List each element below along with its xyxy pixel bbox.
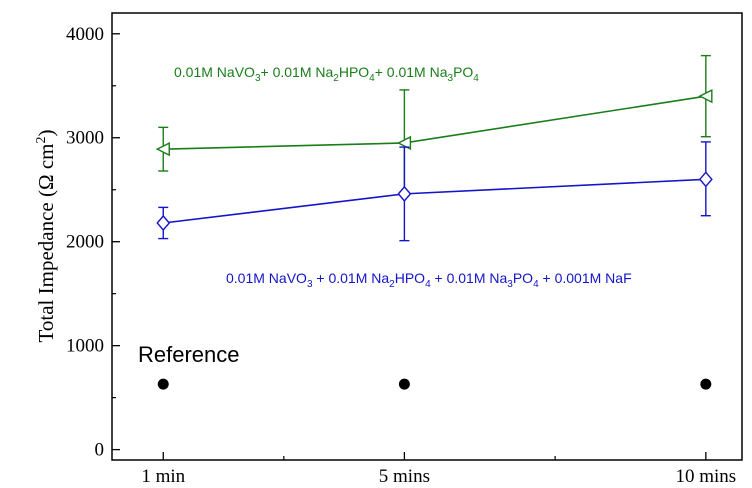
y-tick-label: 3000 [66,128,104,149]
green-point [155,142,170,157]
label-text: 0.01M NaVO [226,270,307,286]
label-text: PO [453,64,473,80]
series-group [155,54,713,390]
label-subscript: 4 [369,73,375,84]
x-ticks: 1 min 5 mins 10 mins [141,452,736,487]
y-tick-label: 4000 [66,24,104,45]
label-subscript: 2 [389,279,395,290]
y-tick-label: 1000 [66,336,104,357]
reference-series-label: Reference [138,342,240,367]
label-text: HPO [339,64,369,80]
label-subscript: 3 [307,279,313,290]
label-subscript: 4 [425,279,431,290]
green-point [396,135,412,151]
y-axis-title-main: Total Impedance (Ω cm [34,144,58,343]
y-axis-title-superscript: 2 [34,137,49,144]
axes [111,12,743,461]
reference-point [157,378,169,390]
label-text: + 0.01M Na [261,64,334,80]
x-tick-label: 1 min [141,466,185,487]
x-tick-label: 5 mins [379,466,430,487]
blue-point [156,214,171,232]
plot-frame [111,12,743,461]
y-tick-label: 0 [95,440,105,461]
green-series-label: 0.01M NaVO3+ 0.01M Na2HPO4+ 0.01M Na3PO4 [174,64,479,84]
blue-point [698,171,713,188]
label-text: PO [513,270,533,286]
reference-series [157,378,712,390]
blue-series [156,141,713,242]
y-axis-title-close: ) [34,130,58,137]
green-point [698,89,713,104]
label-text: + 0.01M Na [313,270,390,286]
label-text: HPO [395,270,425,286]
label-subscript: 2 [333,73,339,84]
reference-point [398,378,410,390]
y-axis-title: Total Impedance (Ω cm2) [34,130,58,343]
label-subscript: 4 [473,73,479,84]
y-ticks: 0 1000 2000 3000 4000 [66,24,120,461]
blue-point [397,185,412,202]
label-subscript: 4 [533,279,539,290]
label-text: + 0.01M Na [431,270,508,286]
label-subscript: 3 [255,73,261,84]
label-text: + 0.01M Na [375,64,448,80]
label-text: 0.01M NaVO [174,64,255,80]
label-text: + 0.001M NaF [539,270,632,286]
blue-series-label: 0.01M NaVO3 + 0.01M Na2HPO4 + 0.01M Na3P… [226,270,632,290]
reference-point [700,378,712,390]
green-series-line [163,95,706,150]
label-subscript: 3 [507,279,513,290]
x-tick-label: 10 mins [675,466,736,487]
y-tick-label: 2000 [66,232,104,253]
label-subscript: 3 [448,73,454,84]
blue-series-line [163,178,706,224]
